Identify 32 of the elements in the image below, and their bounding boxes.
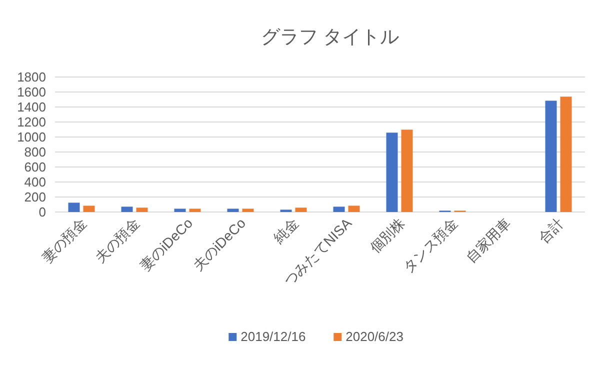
y-tick-label: 1800	[17, 70, 46, 84]
x-tick-label: 純金	[270, 214, 302, 246]
y-tick-label: 400	[24, 174, 46, 190]
bar	[401, 130, 413, 212]
bar	[227, 208, 239, 212]
bar	[189, 208, 201, 212]
bar	[560, 96, 572, 212]
x-tick-label: 個別株	[366, 214, 408, 256]
bar	[545, 100, 557, 212]
bar	[121, 206, 133, 212]
bar	[83, 206, 95, 212]
x-tick-label: 自家用車	[462, 214, 514, 266]
bar	[386, 132, 398, 212]
y-tick-label: 1200	[17, 114, 46, 130]
bar	[68, 202, 80, 212]
bar	[136, 208, 148, 212]
legend-label: 2020/6/23	[346, 329, 404, 344]
y-tick-label: 600	[24, 160, 46, 174]
x-tick-label: 合計	[536, 214, 567, 246]
bar	[333, 206, 345, 212]
y-tick-label: 1000	[17, 130, 46, 144]
y-tick-label: 1600	[17, 84, 46, 100]
bar	[348, 206, 360, 212]
y-tick-label: 0	[38, 204, 46, 220]
bar	[295, 208, 307, 212]
bar	[174, 208, 186, 212]
chart-title: グラフ タイトル	[260, 27, 400, 48]
legend-label: 2019/12/16	[240, 329, 306, 344]
y-tick-label: 200	[24, 190, 46, 204]
bar	[242, 208, 254, 212]
y-tick-label: 800	[24, 144, 46, 160]
y-tick-label: 1400	[17, 100, 46, 114]
